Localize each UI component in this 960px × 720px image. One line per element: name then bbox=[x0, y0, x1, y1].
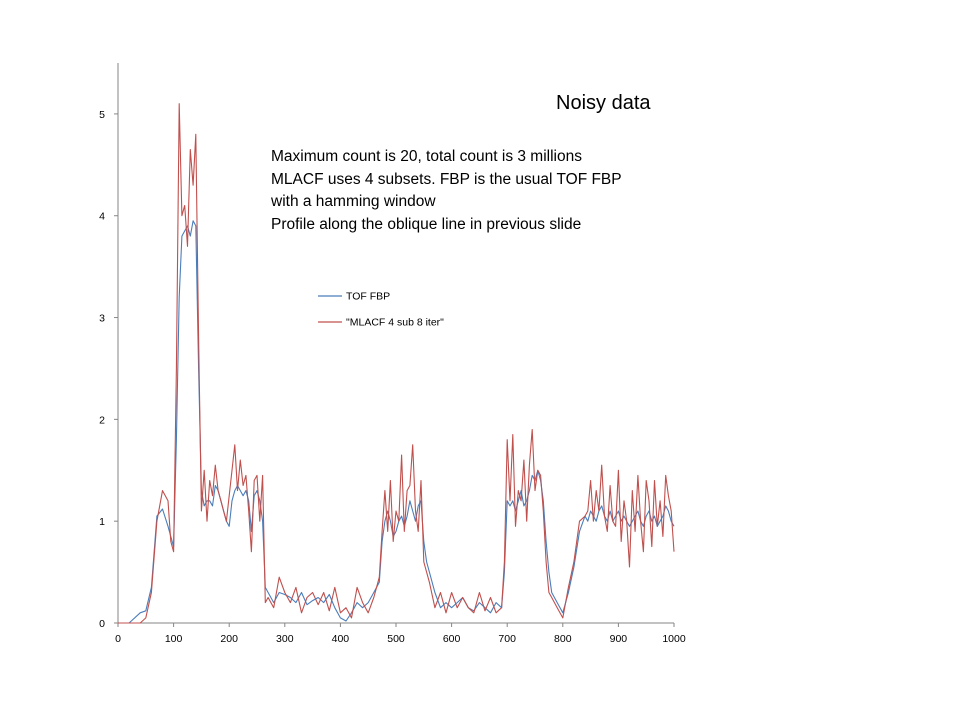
x-tick-label: 400 bbox=[332, 633, 350, 645]
series-line-mlacf bbox=[118, 103, 675, 624]
x-tick-label: 100 bbox=[165, 633, 183, 645]
legend: TOF FBP "MLACF 4 sub 8 iter" bbox=[318, 291, 444, 329]
series-lines bbox=[118, 103, 675, 624]
x-tick-label: 1000 bbox=[662, 633, 686, 645]
x-tick-label: 300 bbox=[276, 633, 294, 645]
legend-label: TOF FBP bbox=[346, 291, 390, 303]
x-tick-label: 700 bbox=[498, 633, 516, 645]
x-tick-label: 0 bbox=[115, 633, 121, 645]
notes-line: MLACF uses 4 subsets. FBP is the usual T… bbox=[271, 170, 622, 188]
notes-line: Profile along the oblique line in previo… bbox=[271, 215, 582, 233]
series-line-tof-fbp bbox=[118, 220, 675, 624]
tick-labels: 0 1 2 3 4 5 0 100 200 300 400 500 600 700 800 900 1000 bbox=[99, 109, 686, 645]
y-tick-label: 4 bbox=[99, 211, 105, 223]
x-tick-label: 500 bbox=[387, 633, 405, 645]
legend-label: "MLACF 4 sub 8 iter" bbox=[346, 317, 444, 329]
y-tick-label: 1 bbox=[99, 516, 105, 528]
y-tick-label: 3 bbox=[99, 313, 105, 325]
axes bbox=[114, 63, 675, 627]
slide-title: Noisy data bbox=[556, 92, 651, 114]
x-tick-label: 200 bbox=[220, 633, 238, 645]
notes-line: with a hamming window bbox=[271, 193, 436, 210]
y-tick-label: 0 bbox=[99, 618, 105, 630]
notes-line: Maximum count is 20, total count is 3 mi… bbox=[271, 148, 582, 165]
notes-text-box: Maximum count is 20, total count is 3 mi… bbox=[271, 146, 622, 236]
x-tick-label: 900 bbox=[610, 633, 628, 645]
y-tick-label: 2 bbox=[99, 414, 105, 426]
x-tick-label: 600 bbox=[443, 633, 461, 645]
y-tick-label: 5 bbox=[99, 109, 105, 121]
legend-entry: TOF FBP bbox=[318, 291, 390, 303]
x-tick-label: 800 bbox=[554, 633, 572, 645]
legend-entry: "MLACF 4 sub 8 iter" bbox=[318, 317, 444, 329]
